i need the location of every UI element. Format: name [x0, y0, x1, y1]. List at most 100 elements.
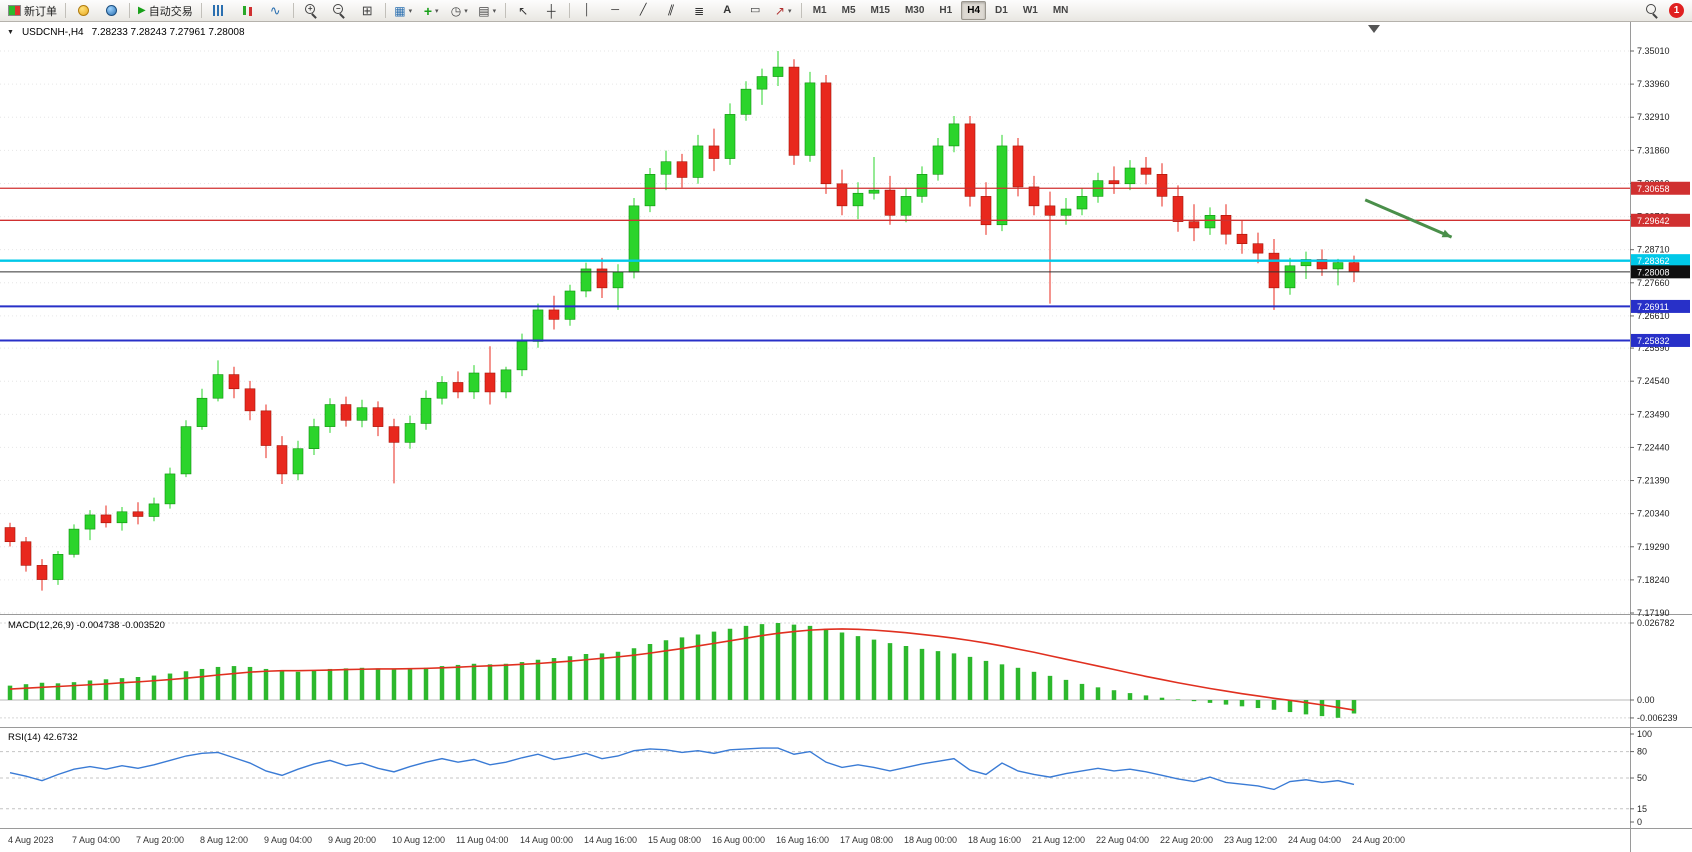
chart-window: ▼ USDCNH-,H4 7.28233 7.28243 7.27961 7.2… — [0, 22, 1692, 852]
search-button[interactable] — [1638, 0, 1665, 21]
new-order-button[interactable]: 新订单 — [4, 0, 61, 21]
dropdown-caret-icon: ▾ — [408, 7, 413, 15]
svg-text:7 Aug 20:00: 7 Aug 20:00 — [136, 835, 184, 845]
toolbar-buttons: 新订单 自动交易 +− ▾ ▾ ▾ ▾ ▾ M1 M5 M15 M30 H1 H4 D1 W1 MN — [4, 0, 1638, 21]
line-chart-icon — [270, 4, 281, 17]
tile-windows-icon — [362, 4, 373, 17]
bar-chart-button[interactable] — [206, 0, 233, 21]
timeframe-m30-button[interactable]: M30 — [904, 5, 925, 16]
svg-text:24 Aug 20:00: 24 Aug 20:00 — [1352, 835, 1405, 845]
channel-button[interactable] — [658, 0, 685, 21]
rsi-indicator-label: RSI(14) 42.6732 — [8, 732, 78, 743]
market-button[interactable] — [70, 0, 97, 21]
horizontal-line-button[interactable] — [602, 0, 629, 21]
label-button[interactable] — [742, 0, 769, 21]
svg-text:4 Aug 2023: 4 Aug 2023 — [8, 835, 54, 845]
dropdown-caret-icon: ▾ — [787, 7, 792, 15]
market-icon — [78, 5, 89, 16]
svg-text:7.29642: 7.29642 — [1637, 216, 1670, 226]
toolbar-separator — [292, 3, 294, 18]
text-button[interactable] — [714, 0, 741, 21]
cursor-button[interactable] — [510, 0, 537, 21]
svg-text:0.00: 0.00 — [1637, 695, 1655, 705]
line-chart-button[interactable] — [262, 0, 289, 21]
label-icon — [750, 5, 760, 16]
timeframe-m1-button[interactable]: M1 — [812, 5, 827, 16]
notification-badge[interactable]: 1 — [1669, 3, 1684, 18]
price-badge — [1631, 213, 1690, 227]
trendline-button[interactable] — [630, 0, 657, 21]
svg-text:7.24540: 7.24540 — [1637, 376, 1670, 386]
toolbar-right: 1 — [1638, 0, 1688, 21]
macd-indicator-label: MACD(12,26,9) -0.004738 -0.003520 — [8, 620, 165, 631]
vertical-line-button[interactable] — [574, 0, 601, 21]
time-axis[interactable]: 4 Aug 2023 7 Aug 04:00 7 Aug 20:00 8 Aug 12… — [8, 835, 1405, 845]
crosshair-button[interactable] — [538, 0, 565, 21]
svg-text:9 Aug 04:00: 9 Aug 04:00 — [264, 835, 312, 845]
svg-text:7.25590: 7.25590 — [1637, 343, 1670, 353]
svg-text:7.28710: 7.28710 — [1637, 245, 1670, 255]
indicators-button[interactable]: ▾ — [418, 0, 445, 21]
crosshair-icon — [547, 5, 556, 17]
candlestick-chart-button[interactable] — [234, 0, 261, 21]
chart-symbol-period: USDCNH-,H4 — [21, 27, 84, 38]
signals-icon — [106, 5, 117, 16]
timeframe-h4-button[interactable]: H4 — [961, 1, 987, 20]
timeframe-h1-button[interactable]: H1 — [939, 5, 953, 16]
svg-text:22 Aug 04:00: 22 Aug 04:00 — [1096, 835, 1149, 845]
svg-text:7.25832: 7.25832 — [1637, 336, 1670, 346]
svg-text:7.22440: 7.22440 — [1637, 442, 1670, 452]
rsi-pane — [0, 747, 1630, 810]
price-levels — [0, 187, 1630, 342]
chart-canvas[interactable]: 7.350107.339607.329107.318607.308107.297… — [0, 22, 1692, 852]
tile-windows-button[interactable] — [354, 0, 381, 21]
toolbar-separator — [200, 3, 202, 18]
trend-arrow-annotation[interactable] — [1364, 198, 1453, 239]
timeframe-m15-button[interactable]: M15 — [870, 5, 890, 16]
svg-text:7.35010: 7.35010 — [1637, 46, 1670, 56]
timeframe-w1-button[interactable]: W1 — [1022, 5, 1038, 16]
svg-text:15 Aug 08:00: 15 Aug 08:00 — [648, 835, 701, 845]
chart-menu-icon[interactable]: ▼ — [7, 29, 14, 36]
zoom-out-button[interactable]: − — [326, 0, 353, 21]
svg-text:7.26911: 7.26911 — [1637, 302, 1669, 312]
timeframe-d1-button[interactable]: D1 — [995, 5, 1008, 16]
auto-trading-button[interactable]: 自动交易 — [134, 0, 197, 21]
svg-text:18 Aug 00:00: 18 Aug 00:00 — [904, 835, 957, 845]
arrows-button[interactable]: ▾ — [770, 0, 797, 21]
candlesticks — [4, 51, 1360, 591]
cursor-icon — [518, 5, 528, 17]
timeframe-mn-button[interactable]: MN — [1052, 5, 1069, 16]
svg-text:8 Aug 12:00: 8 Aug 12:00 — [200, 835, 248, 845]
svg-text:7.23490: 7.23490 — [1637, 409, 1670, 419]
toolbar-separator — [129, 3, 130, 18]
price-badge — [1631, 333, 1690, 347]
signals-button[interactable] — [98, 0, 125, 21]
toolbar-separator — [65, 3, 66, 18]
zoom-in-button[interactable]: + — [298, 0, 325, 21]
svg-text:9 Aug 20:00: 9 Aug 20:00 — [328, 835, 376, 845]
svg-text:21 Aug 12:00: 21 Aug 12:00 — [1032, 835, 1085, 845]
fibonacci-button[interactable] — [686, 0, 713, 21]
timeframe-m5-button[interactable]: M5 — [841, 5, 856, 16]
svg-text:7.28362: 7.28362 — [1637, 256, 1670, 266]
periods-button[interactable]: ▾ — [446, 0, 473, 21]
svg-text:15: 15 — [1637, 804, 1647, 814]
chart-shift-marker[interactable] — [1368, 25, 1380, 33]
svg-text:14 Aug 00:00: 14 Aug 00:00 — [520, 835, 573, 845]
svg-text:22 Aug 20:00: 22 Aug 20:00 — [1160, 835, 1213, 845]
svg-text:50: 50 — [1637, 773, 1647, 783]
svg-text:7.33960: 7.33960 — [1637, 79, 1670, 89]
vertical-line-icon — [584, 5, 591, 16]
fibonacci-icon — [694, 5, 704, 17]
templates-button[interactable]: ▾ — [474, 0, 501, 21]
main-toolbar: 新订单 自动交易 +− ▾ ▾ ▾ ▾ ▾ M1 M5 M15 M30 H1 H4 D1 W1 MN 1 — [0, 0, 1692, 22]
price-badge — [1631, 254, 1690, 268]
svg-text:7.18240: 7.18240 — [1637, 575, 1670, 585]
price-axis[interactable]: 7.350107.339607.329107.318607.308107.297… — [1630, 22, 1690, 852]
arrows-icon — [775, 5, 785, 17]
zoom-out-icon: − — [332, 3, 346, 19]
svg-text:80: 80 — [1637, 747, 1647, 757]
new-chart-button[interactable]: ▾ — [390, 0, 417, 21]
svg-text:16 Aug 00:00: 16 Aug 00:00 — [712, 835, 765, 845]
